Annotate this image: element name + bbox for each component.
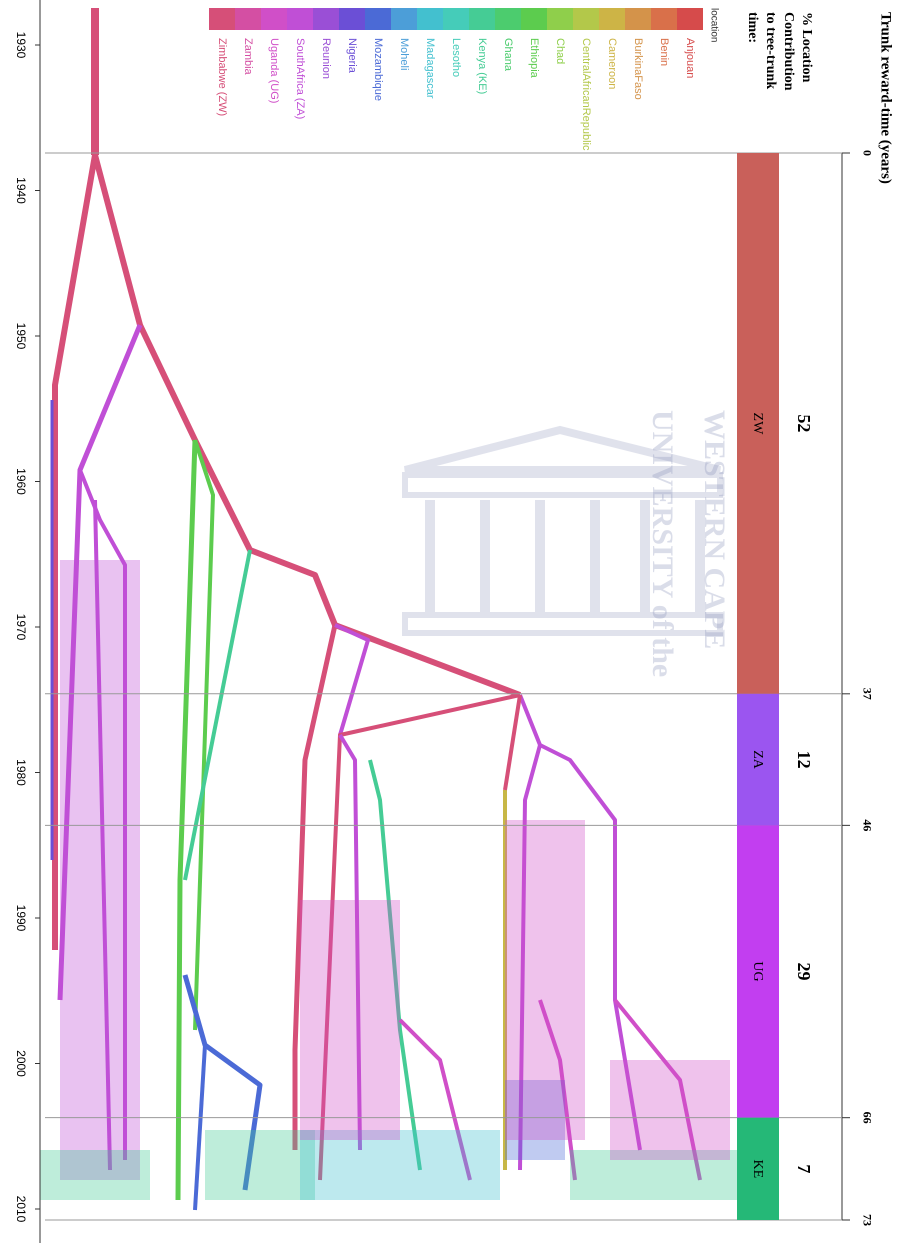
tree-cluster [300,900,400,1140]
figure: Trunk reward-time (years) location UNIVE… [0,0,906,1243]
legend-swatch [417,8,443,30]
legend-label: BurkinaFaso [632,38,644,100]
page: {"legend": {"title": "location", "items"… [0,0,906,1243]
time-tick-label: 1980 [14,759,28,786]
legend-label: Zambia [242,38,254,76]
legend-swatch [521,8,547,30]
time-tick-label: 1970 [14,614,28,641]
trunk-title: to tree-trunk [763,12,778,89]
tree-cluster [40,1150,150,1200]
trunk-percent: 7 [794,1164,814,1173]
trunk-percent: 52 [794,414,814,432]
legend-swatch [365,8,391,30]
trunk-title: % Location [799,12,814,83]
watermark-text: UNIVERSITY of the [646,410,679,677]
time-tick-label: 1930 [14,32,28,59]
legend-label: SouthAfrica (ZA) [294,38,306,119]
legend-swatch [651,8,677,30]
legend-label: Anjouan [684,38,696,78]
time-tick-label: 1950 [14,323,28,350]
tree-cluster [610,1060,730,1160]
legend-swatch [495,8,521,30]
tree [40,8,740,1210]
legend-swatch [287,8,313,30]
tree-cluster [60,560,140,1180]
tree-branch [185,550,250,880]
legend-swatch [209,8,235,30]
tree-branch [335,625,368,735]
legend-label: Uganda (UG) [268,38,280,103]
time-tick-label: 1960 [14,468,28,495]
trunk-tick-label: 46 [860,819,874,831]
time-tick-label: 1990 [14,905,28,932]
trunk-percent: 12 [794,751,814,769]
legend-label: Nigeria [346,38,358,74]
time-tick-label: 1940 [14,177,28,204]
trunk-title: time: [745,12,760,43]
legend-swatch [391,8,417,30]
legend-swatch [261,8,287,30]
legend-label: Madagascar [424,38,436,99]
legend-label: Mozambique [372,38,384,101]
trunk-tick-label: 37 [860,688,874,700]
tree-branch [195,440,213,1030]
legend-swatch [235,8,261,30]
legend-swatch [443,8,469,30]
trunk-code: UG [750,961,765,981]
tree-cluster [505,820,585,1140]
legend-label: Cameroon [606,38,618,89]
legend-swatch [625,8,651,30]
legend-label: Zimbabwe (ZW) [216,38,228,116]
legend-swatch [677,8,703,30]
time-tick-label: 2010 [14,1196,28,1223]
trunk-code: ZW [750,413,765,436]
legend-label: Chad [554,38,566,64]
trunk-title: Contribution [781,12,796,91]
legend-swatch [469,8,495,30]
trunk-axis-title: Trunk reward-time (years) [878,12,894,184]
legend-swatch [573,8,599,30]
tree-branch [505,695,520,790]
watermark-text: WESTERN CAPE [698,410,731,649]
legend-label: Benin [658,38,670,66]
trunk-code: ZA [750,750,765,770]
legend-swatch [547,8,573,30]
trunk-tick-label: 73 [860,1214,874,1226]
legend-label: Kenya (KE) [476,38,488,94]
trunk-tick-label: 66 [860,1112,874,1124]
legend-swatch [599,8,625,30]
tree-cluster [300,1130,500,1200]
legend-label: Moheli [398,38,410,70]
legend-label: Ethiopia [528,38,540,79]
tree-cluster [205,1130,315,1200]
legend-swatch [313,8,339,30]
time-tick-label: 2000 [14,1050,28,1077]
legend-title: location [708,8,719,42]
tree-branch [195,1045,205,1210]
legend-label: CentralAfricanRepublic [580,38,592,151]
tree-branch [178,440,195,1200]
legend-label: Reunion [320,38,332,79]
legend-swatch [339,8,365,30]
legend-label: Lesotho [450,38,462,77]
legend-label: Ghana [502,38,514,72]
trunk-code: KE [750,1160,765,1179]
trunk-percent: 29 [794,963,814,981]
trunk-tick-label: 0 [860,150,874,156]
